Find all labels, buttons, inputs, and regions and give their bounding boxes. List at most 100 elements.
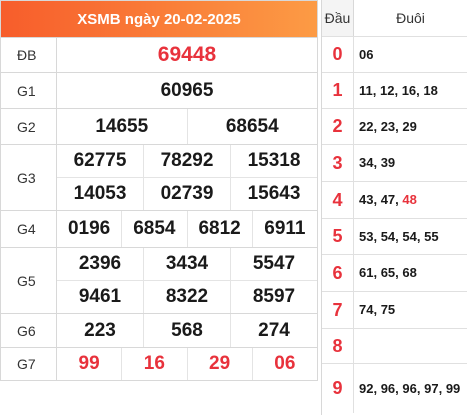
prize-label: G5 [1,248,57,313]
prize-number: 29 [186,348,252,380]
tail-column-label: Đuôi [396,10,425,26]
number-line: 62775 78292 15318 [57,145,317,177]
tail-values: 53, 54, 54, 55 [359,228,439,244]
tail-value: 23 [380,118,396,134]
number-line: 99 16 29 06 [57,348,317,380]
prize-number: 9461 [78,286,122,307]
number-line: 69448 [57,38,317,72]
head-digit: 5 [322,219,354,254]
prize-row: G3 62775 78292 15318 14053 02739 15643 [1,144,317,210]
prize-row: G2 14655 68654 [1,108,317,144]
tail-value: 22 [359,118,374,134]
prize-label: G7 [1,348,57,380]
prize-number: 78292 [143,145,230,177]
prize-number: 16 [121,348,186,380]
tail-value: 97 [424,380,439,396]
tail-row: 7 74, 75 [322,291,467,328]
tail-value: 12 [379,82,395,98]
head-digit: 8 [322,329,354,363]
prize-number: 274 [230,314,317,347]
prize-label: G4 [1,211,57,247]
tail-value: 92 [359,380,374,396]
prize-number: 6854 [121,211,186,247]
prize-number: 5547 [230,248,317,280]
prize-number: 8322 [143,281,230,313]
head-digit: 9 [322,364,354,413]
prize-number: 60965 [160,79,214,101]
prize-row: ĐB 69448 [1,37,317,72]
prize-numbers: 99 16 29 06 [57,348,317,380]
tail-row: 6 61, 65, 68 [322,254,467,291]
tail-row: 3 34, 39 [322,144,467,181]
number-line: 14655 68654 [57,109,317,144]
prize-number: 2396 [78,253,122,274]
prize-numbers: 60965 [57,73,317,108]
prize-number: 8597 [230,281,317,313]
prize-number: 223 [84,319,116,341]
tail-value: 48 [402,192,417,207]
tail-values: 43, 47, 48 [359,192,417,207]
tail-value: 54 [402,228,417,244]
prize-row: G4 0196 6854 6812 6911 [1,210,317,247]
tail-values: 74, 75 [359,302,396,317]
prize-row: G6 223 568 274 [1,313,317,347]
tail-rows: 0 06 1 11, 12, 16, 18 2 22, 23, 29 3 34, 39 4 43,… [322,36,467,413]
number-line: 14053 02739 15643 [57,177,317,210]
prize-number: 06 [251,348,317,380]
tail-values: 61, 65, 68 [359,265,417,280]
tail-value: 96 [402,380,417,396]
number-line: 0196 6854 6812 6911 [57,211,317,247]
prize-number: 6911 [251,211,317,247]
tail-value: 61 [359,265,374,280]
tail-values: 34, 39 [359,155,396,170]
prize-label: G2 [1,109,57,144]
number-line: 60965 [57,73,317,108]
number-line: 223 568 274 [57,314,317,347]
tail-value: 99 [445,380,461,396]
prize-numbers: 2396 3434 5547 9461 8322 8597 [57,248,317,313]
prize-label: G3 [1,145,57,210]
tail-value: 54 [380,228,396,244]
results-table: XSMB ngày 20-02-2025 ĐB 69448 G1 60965 G2 146… [0,0,318,381]
tail-values: 11, 12, 16, 18 [359,82,438,98]
tail-value: 65 [380,265,396,280]
head-digit: 2 [322,109,354,144]
prize-numbers: 14655 68654 [57,109,317,144]
head-digit: 6 [322,255,354,291]
tail-values: 06 [354,37,467,72]
tail-value: 18 [423,82,438,98]
head-digit: 3 [322,145,354,181]
prize-number: 0196 [67,218,111,239]
prize-numbers: 223 568 274 [57,314,317,347]
prize-number: 69448 [157,43,217,66]
head-digit: 7 [322,292,354,328]
tail-row: 5 53, 54, 54, 55 [322,218,467,254]
tail-value: 11 [359,82,373,98]
head-tail-table: Đầu Đuôi 0 06 1 11, 12, 16, 18 2 22, 23, 29 3 3… [321,0,467,415]
prize-number: 3434 [143,248,230,280]
prize-label: G1 [1,73,57,108]
tail-row: 9 92, 96, 96, 97, 99 [322,363,467,413]
tail-row: 0 06 [322,36,467,72]
tail-row: 1 11, 12, 16, 18 [322,72,467,108]
tail-table-header: Đầu Đuôi [322,0,467,36]
tail-value: 39 [380,155,396,170]
prize-number: 68654 [186,109,318,144]
tail-value: 34 [359,155,374,170]
prize-numbers: 62775 78292 15318 14053 02739 15643 [57,145,317,210]
prize-number: 14053 [73,183,127,204]
tail-row: 8 [322,328,467,363]
prize-number: 14655 [95,115,149,137]
prize-number: 99 [78,353,100,374]
tail-value: 16 [401,82,417,98]
prize-number: 6812 [186,211,252,247]
number-line: 2396 3434 5547 [57,248,317,280]
tail-value: 96 [380,380,396,396]
head-column-label: Đầu [322,0,354,36]
head-digit: 4 [322,182,354,218]
head-digit: 1 [322,73,354,108]
tail-value: 53 [359,228,374,244]
tail-row: 2 22, 23, 29 [322,108,467,144]
prize-number: 62775 [73,150,127,171]
tail-value: 75 [380,302,396,317]
